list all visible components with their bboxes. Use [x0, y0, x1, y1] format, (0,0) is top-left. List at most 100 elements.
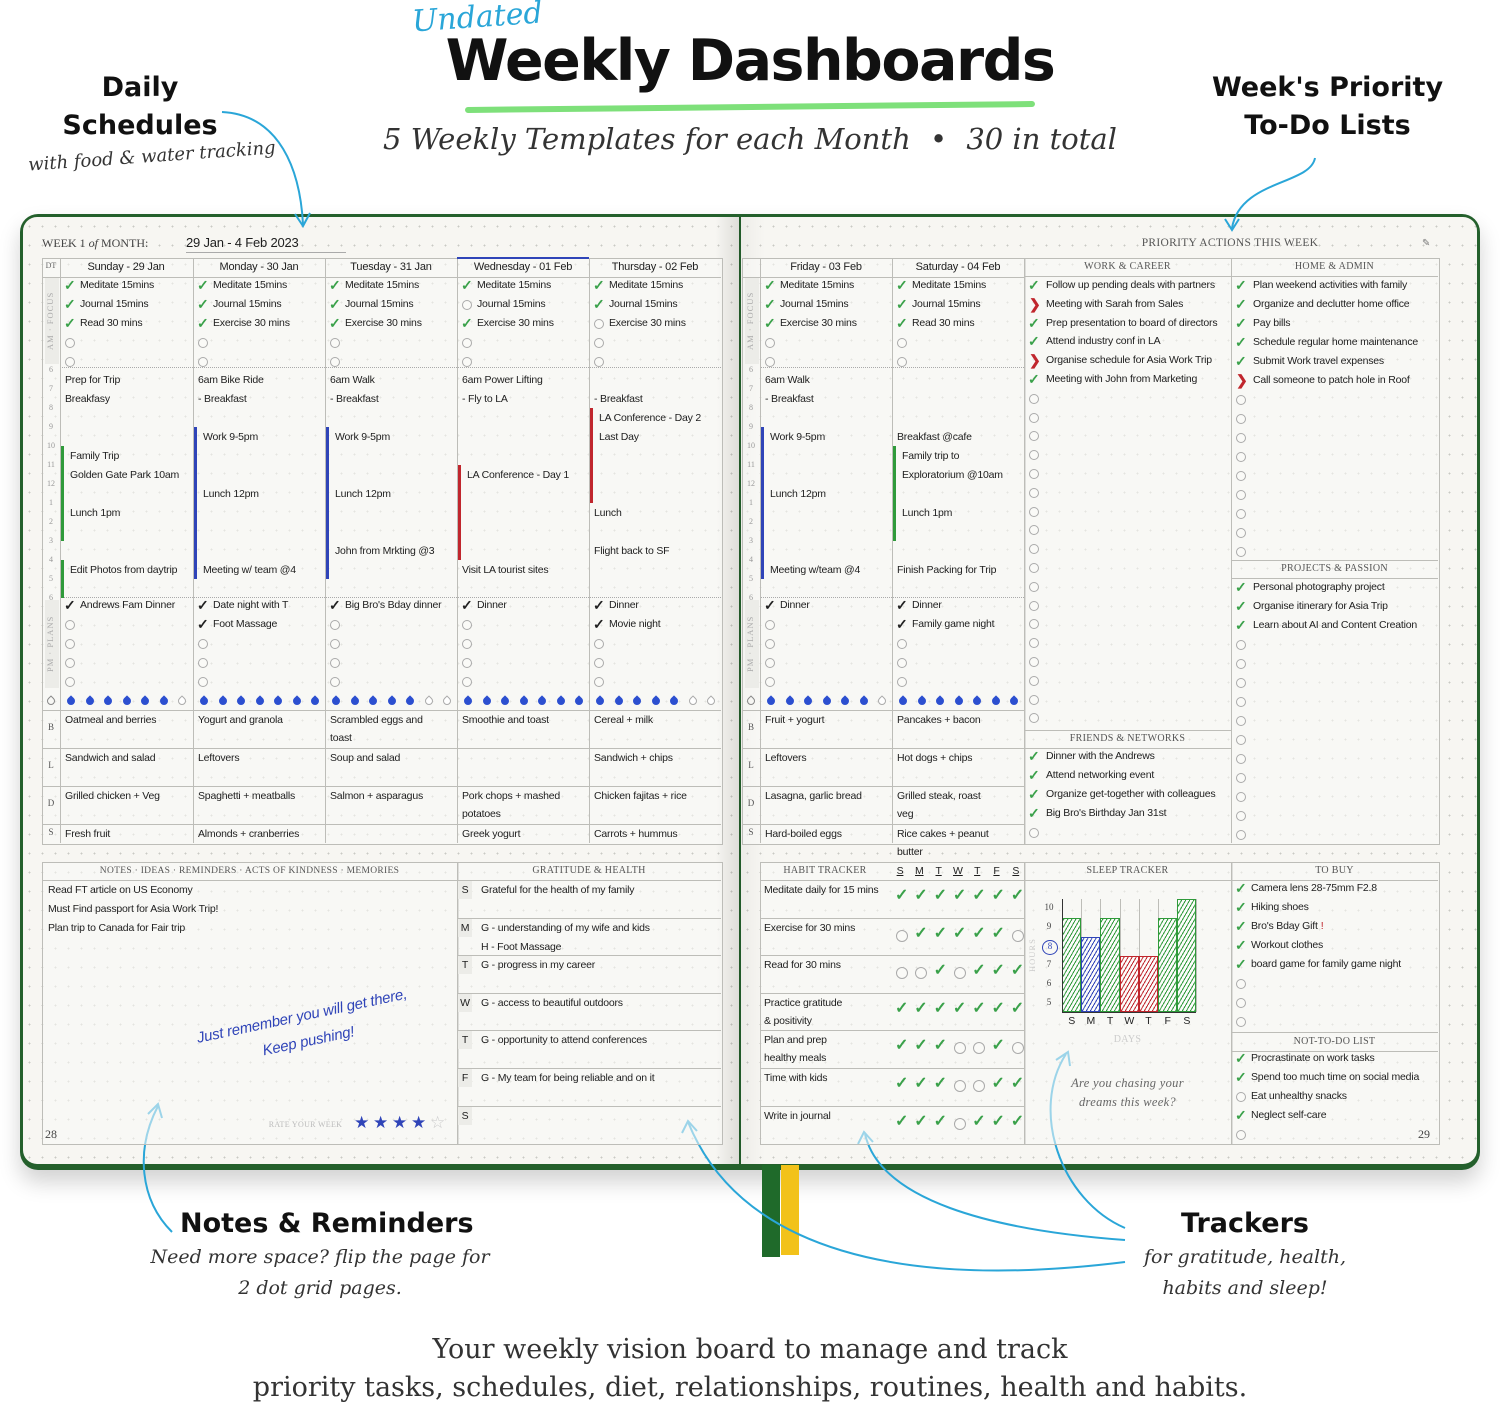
checkbox-empty[interactable]: [897, 338, 907, 348]
friends-task[interactable]: Attend networking event: [1046, 769, 1155, 781]
checkbox-empty[interactable]: [897, 357, 907, 367]
meal-entry-L[interactable]: Leftovers: [198, 752, 240, 764]
checkbox-checked[interactable]: ✓: [1028, 767, 1040, 783]
checkbox-checked[interactable]: ✓: [593, 296, 605, 312]
habit-empty[interactable]: [953, 1080, 966, 1092]
checkbox-empty[interactable]: [1029, 600, 1039, 611]
am-focus-item[interactable]: Meditate 15mins: [609, 279, 684, 291]
checkbox-empty[interactable]: [1029, 581, 1039, 592]
checkbox-empty[interactable]: [1236, 640, 1246, 650]
checkbox-empty[interactable]: [765, 357, 775, 367]
sleep-bar[interactable]: [1158, 917, 1178, 1012]
schedule-entry[interactable]: Golden Gate Park 10am: [70, 469, 180, 481]
meal-entry-D[interactable]: Pork chops + mashed potatoes: [462, 790, 561, 820]
meal-entry-B[interactable]: Oatmeal and berries: [65, 714, 157, 726]
meal-entry-L[interactable]: Sandwich + chips: [594, 752, 673, 764]
meal-entry-S[interactable]: Carrots + hummus: [594, 828, 678, 840]
checkbox-empty[interactable]: [65, 357, 75, 367]
meal-entry-B[interactable]: Cereal + milk: [594, 714, 653, 726]
habit-check[interactable]: ✓: [914, 1037, 928, 1055]
checkbox-checked[interactable]: ✓: [764, 277, 776, 293]
habit-check[interactable]: ✓: [952, 924, 967, 942]
habit-empty[interactable]: [1011, 929, 1024, 942]
checkbox-checked[interactable]: ✓: [593, 597, 605, 613]
checkbox-empty[interactable]: [198, 677, 208, 687]
to-buy-item[interactable]: board game for family game night: [1251, 958, 1402, 970]
schedule-entry[interactable]: Lunch: [594, 507, 622, 519]
home-task[interactable]: Organize and declutter home office: [1253, 298, 1410, 310]
meal-entry-S[interactable]: Fresh fruit: [65, 828, 111, 840]
checkbox-checked[interactable]: ✓: [896, 277, 908, 293]
meal-entry-B[interactable]: Scrambled eggs and toast: [330, 714, 423, 744]
checkbox-checked[interactable]: ✓: [764, 296, 776, 312]
schedule-entry[interactable]: 6am Bike Ride: [198, 374, 264, 386]
habit-check[interactable]: ✓: [933, 1075, 947, 1092]
schedule-entry[interactable]: Meeting w/ team @4: [203, 564, 296, 576]
pm-plan-item[interactable]: Date night with T: [213, 599, 289, 611]
checkbox-empty[interactable]: [1029, 487, 1039, 498]
checkbox-empty[interactable]: [1236, 1017, 1246, 1027]
checkbox-empty[interactable]: [1236, 792, 1246, 802]
checkbox-checked[interactable]: ✓: [896, 315, 908, 331]
am-focus-item[interactable]: Exercise 30 mins: [477, 317, 554, 329]
schedule-entry[interactable]: Work 9-5pm: [203, 431, 258, 443]
checkbox-empty[interactable]: [65, 620, 75, 630]
schedule-entry[interactable]: Last Day: [599, 431, 639, 443]
home-task[interactable]: Submit Work travel expenses: [1253, 355, 1384, 367]
checkbox-checked[interactable]: ✓: [593, 616, 605, 632]
ribbon-bookmark-green[interactable]: [762, 1165, 780, 1257]
checkbox-checked[interactable]: ✓: [1028, 786, 1040, 802]
meal-entry-L[interactable]: Sandwich and salad: [65, 752, 156, 764]
am-focus-item[interactable]: Journal 15mins: [780, 298, 849, 310]
checkbox-empty[interactable]: [462, 639, 472, 649]
meal-entry-S[interactable]: Rice cakes + peanut butter: [897, 828, 989, 858]
checkbox-checked[interactable]: ✓: [461, 277, 473, 293]
habit-check[interactable]: ✓: [1010, 1075, 1025, 1092]
schedule-entry[interactable]: 6am Walk: [765, 374, 810, 386]
checkbox-empty[interactable]: [1029, 506, 1039, 517]
habit-check[interactable]: ✓: [895, 887, 909, 904]
checkbox-empty[interactable]: [1236, 754, 1246, 764]
checkbox-checked[interactable]: ✓: [1235, 1050, 1247, 1066]
habit-empty[interactable]: [896, 929, 908, 942]
checkbox-checked[interactable]: ✓: [461, 597, 473, 613]
schedule-entry[interactable]: - Breakfast: [198, 393, 247, 405]
habit-check[interactable]: ✓: [895, 1112, 909, 1130]
checkbox-checked[interactable]: ✓: [64, 597, 76, 613]
meal-entry-B[interactable]: Pancakes + bacon: [897, 714, 981, 726]
schedule-entry[interactable]: 6am Power Lifting: [462, 374, 543, 386]
habit-check[interactable]: ✓: [933, 1037, 947, 1055]
schedule-entry[interactable]: Lunch 1pm: [70, 507, 121, 519]
home-task[interactable]: Schedule regular home maintenance: [1253, 336, 1419, 348]
pm-plan-item[interactable]: Dinner: [609, 599, 639, 611]
checkbox-checked[interactable]: ✓: [1235, 598, 1247, 614]
checkbox-empty[interactable]: [330, 658, 340, 668]
checkbox-checked[interactable]: ✓: [1235, 315, 1247, 331]
meal-entry-S[interactable]: Greek yogurt: [462, 828, 521, 840]
checkbox-empty[interactable]: [330, 338, 340, 348]
checkbox-empty[interactable]: [765, 658, 775, 668]
habit-check[interactable]: ✓: [1010, 887, 1025, 904]
am-focus-item[interactable]: Journal 15mins: [213, 298, 282, 310]
checkbox-empty[interactable]: [1236, 678, 1246, 688]
schedule-entry[interactable]: Visit LA tourist sites: [462, 564, 549, 576]
gratitude-entry[interactable]: G - access to beautiful outdoors: [481, 996, 623, 1009]
checkbox-empty[interactable]: [1029, 713, 1039, 724]
checkbox-empty[interactable]: [765, 677, 775, 687]
checkbox-empty[interactable]: [1029, 431, 1039, 442]
checkbox-checked[interactable]: ✓: [197, 277, 209, 293]
not-to-do-item[interactable]: Neglect self-care: [1251, 1109, 1327, 1121]
checkbox-checked[interactable]: ✓: [329, 296, 341, 312]
checkbox-empty[interactable]: [594, 338, 604, 348]
checkbox-empty[interactable]: [1236, 979, 1246, 989]
checkbox-empty[interactable]: [1236, 716, 1246, 726]
am-focus-item[interactable]: Meditate 15mins: [912, 279, 987, 291]
habit-empty[interactable]: [973, 1080, 986, 1092]
not-to-do-item[interactable]: Procrastinate on work tasks: [1251, 1052, 1375, 1064]
am-focus-item[interactable]: Meditate 15mins: [345, 279, 420, 291]
am-focus-item[interactable]: Meditate 15mins: [213, 279, 288, 291]
habit-check[interactable]: ✓: [991, 1112, 1005, 1130]
habit-empty[interactable]: [896, 967, 908, 980]
checkbox-empty[interactable]: [1236, 1092, 1246, 1102]
checkbox-empty[interactable]: [1236, 433, 1246, 443]
